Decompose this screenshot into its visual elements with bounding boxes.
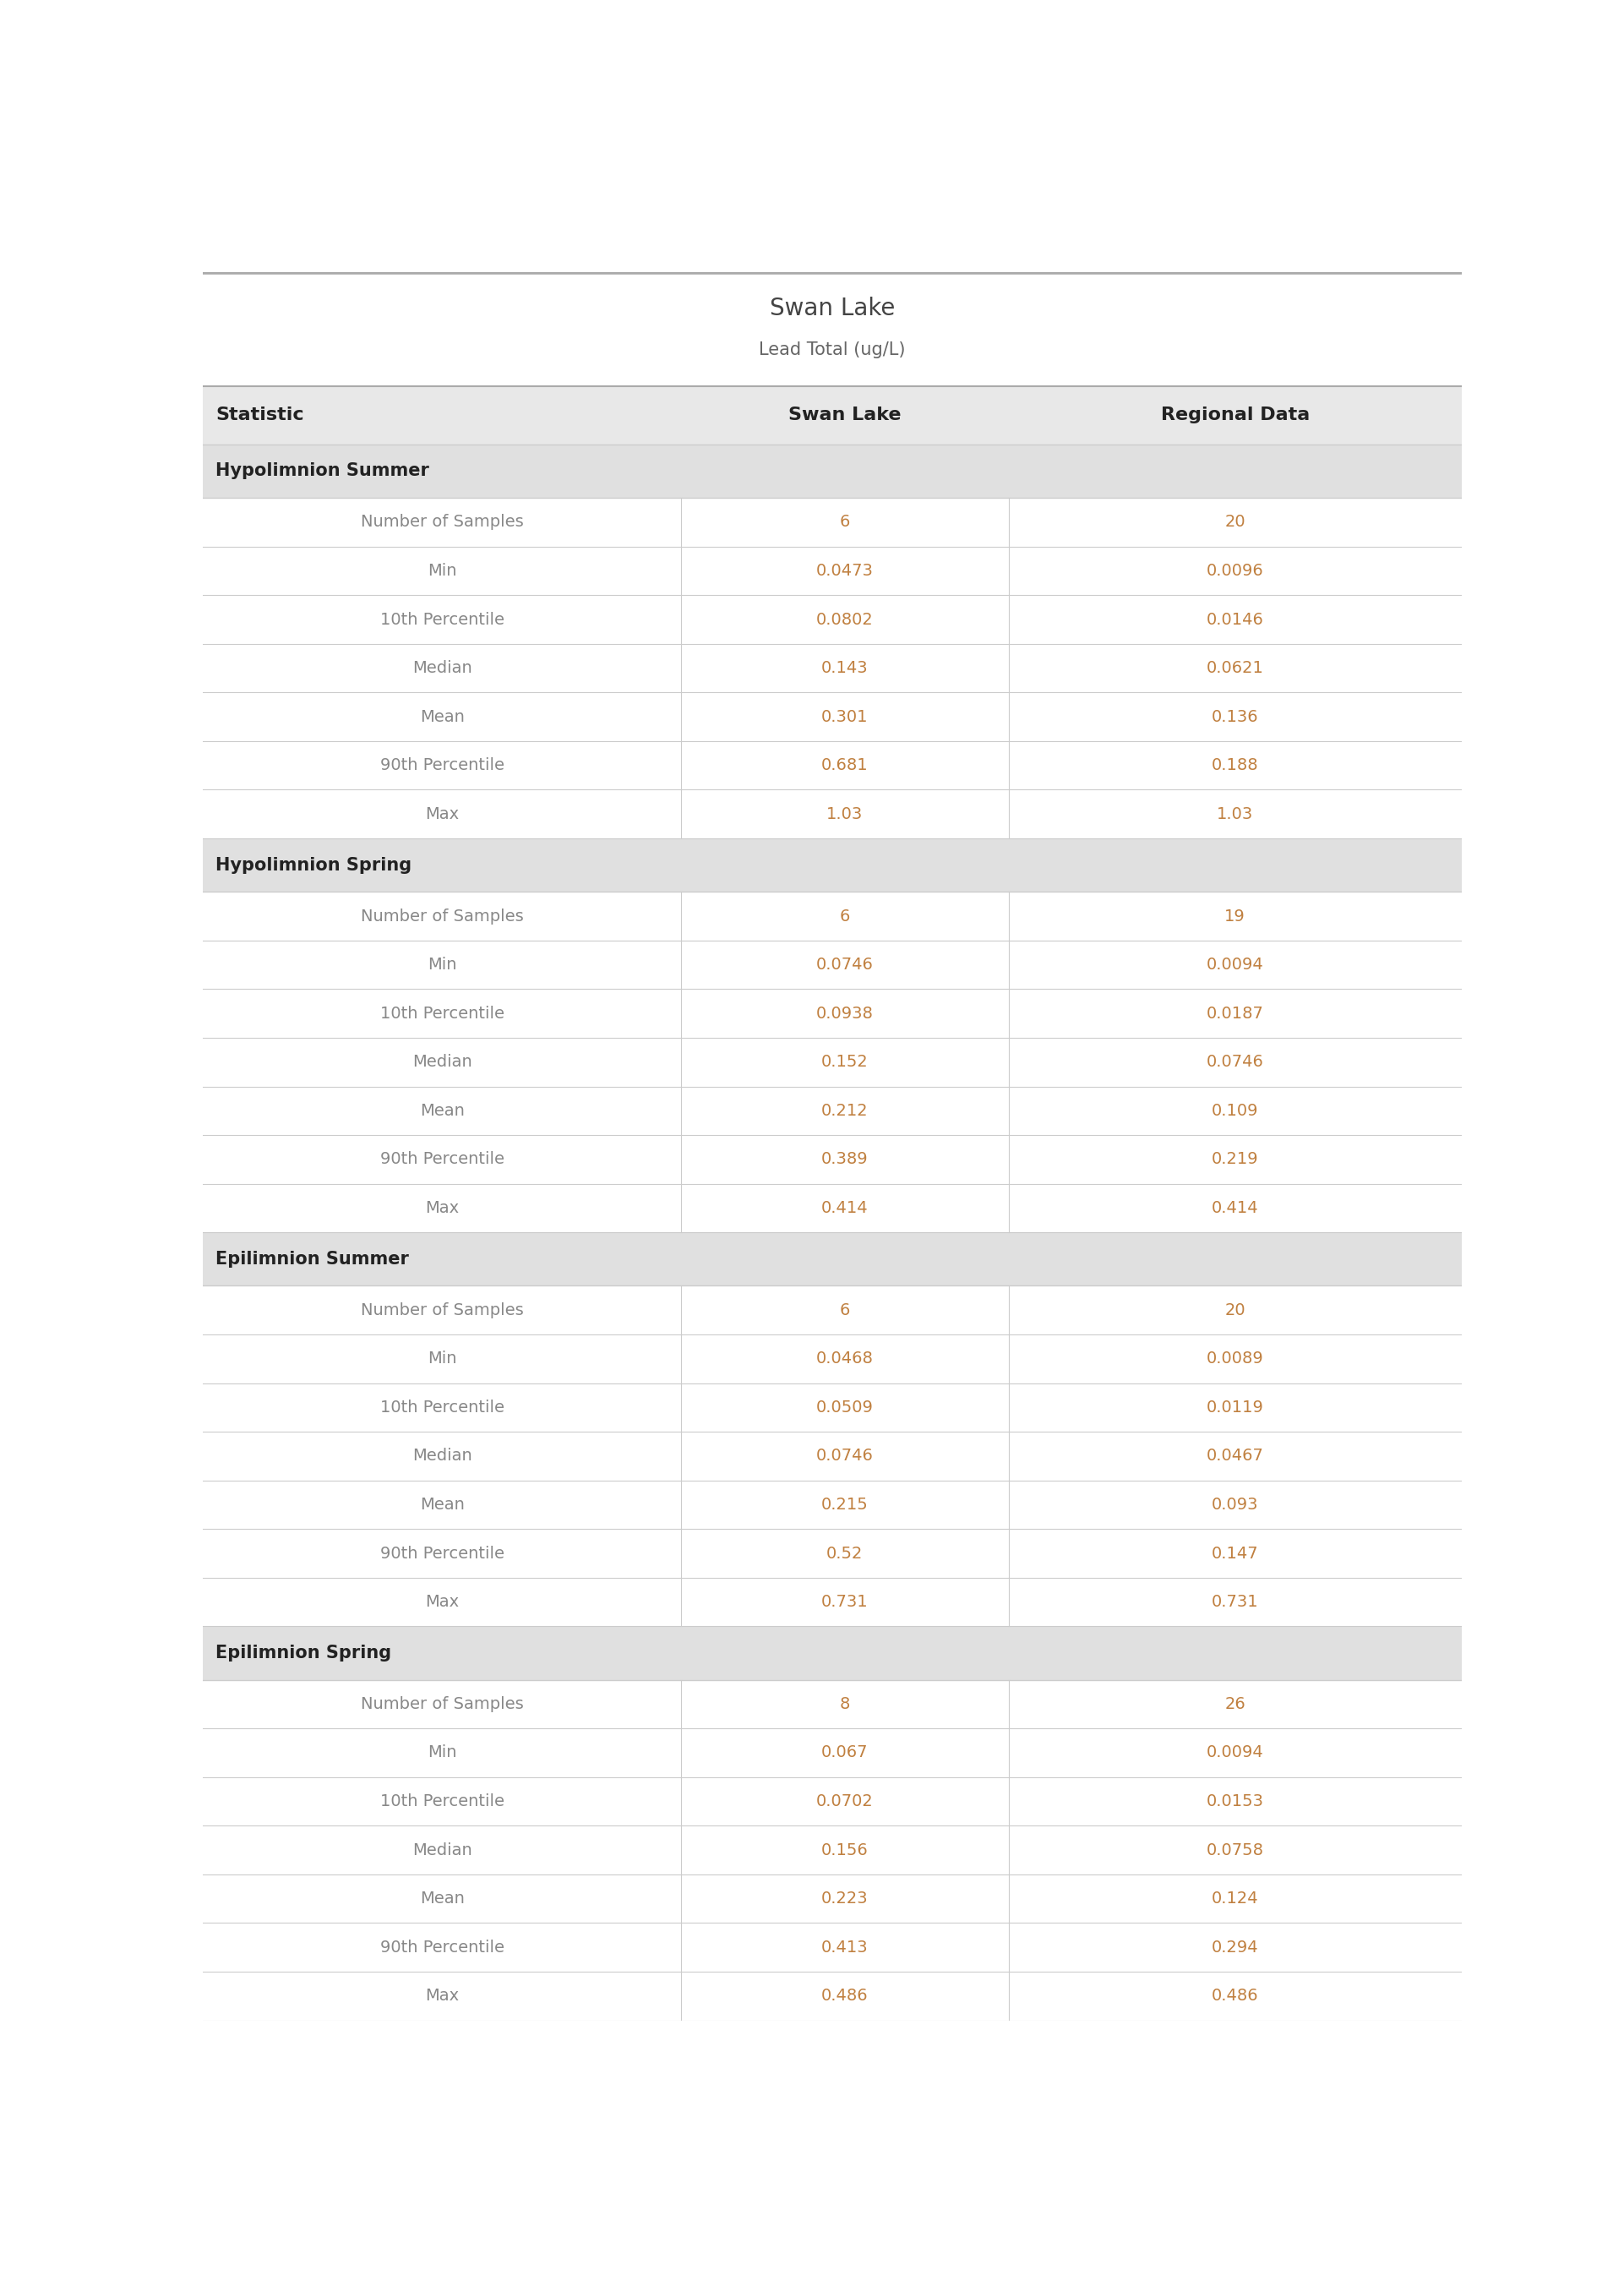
- Text: 10th Percentile: 10th Percentile: [380, 611, 503, 627]
- Text: Median: Median: [412, 1841, 473, 1859]
- Text: 0.0094: 0.0094: [1207, 956, 1263, 974]
- Text: 20: 20: [1224, 515, 1246, 531]
- Text: 0.0621: 0.0621: [1207, 661, 1263, 676]
- Text: 0.0089: 0.0089: [1207, 1351, 1263, 1367]
- Text: Regional Data: Regional Data: [1161, 406, 1309, 424]
- Text: Epilimnion Summer: Epilimnion Summer: [216, 1251, 409, 1267]
- Text: 0.486: 0.486: [1212, 1989, 1259, 2004]
- Text: 0.0746: 0.0746: [1207, 1053, 1263, 1069]
- Text: 0.143: 0.143: [822, 661, 869, 676]
- Text: 0.0473: 0.0473: [817, 563, 874, 579]
- Text: 10th Percentile: 10th Percentile: [380, 1398, 503, 1416]
- Text: 6: 6: [840, 1303, 849, 1319]
- Text: Min: Min: [427, 1746, 456, 1762]
- Text: 0.0702: 0.0702: [817, 1793, 874, 1809]
- Bar: [203, 1625, 1462, 1680]
- Text: 0.124: 0.124: [1212, 1891, 1259, 1907]
- Text: 0.0119: 0.0119: [1207, 1398, 1263, 1416]
- Text: 10th Percentile: 10th Percentile: [380, 1006, 503, 1021]
- Text: Number of Samples: Number of Samples: [361, 1303, 523, 1319]
- Text: Max: Max: [425, 1989, 460, 2004]
- Text: 0.52: 0.52: [827, 1546, 864, 1562]
- Text: 90th Percentile: 90th Percentile: [380, 1546, 503, 1562]
- Text: 0.681: 0.681: [822, 758, 869, 774]
- Text: 0.486: 0.486: [822, 1989, 869, 2004]
- Text: Number of Samples: Number of Samples: [361, 908, 523, 924]
- Text: 0.731: 0.731: [822, 1594, 869, 1609]
- Bar: [203, 445, 1462, 497]
- Text: 90th Percentile: 90th Percentile: [380, 1151, 503, 1167]
- Text: 0.067: 0.067: [822, 1746, 869, 1762]
- Text: Number of Samples: Number of Samples: [361, 515, 523, 531]
- Text: 0.731: 0.731: [1212, 1594, 1259, 1609]
- Text: 0.0468: 0.0468: [817, 1351, 874, 1367]
- Text: Hypolimnion Summer: Hypolimnion Summer: [216, 463, 429, 479]
- Text: Mean: Mean: [419, 1496, 464, 1512]
- Text: 0.294: 0.294: [1212, 1939, 1259, 1954]
- Text: Swan Lake: Swan Lake: [789, 406, 901, 424]
- Text: 1.03: 1.03: [1216, 806, 1254, 822]
- Text: 10th Percentile: 10th Percentile: [380, 1793, 503, 1809]
- Text: 0.0509: 0.0509: [817, 1398, 874, 1416]
- Text: 90th Percentile: 90th Percentile: [380, 1939, 503, 1954]
- Text: 0.223: 0.223: [822, 1891, 869, 1907]
- Text: 0.0467: 0.0467: [1207, 1448, 1263, 1464]
- Text: 0.215: 0.215: [822, 1496, 869, 1512]
- Text: 0.0746: 0.0746: [817, 1448, 874, 1464]
- Text: 0.219: 0.219: [1212, 1151, 1259, 1167]
- Text: Mean: Mean: [419, 708, 464, 724]
- Text: 0.188: 0.188: [1212, 758, 1259, 774]
- Text: 0.109: 0.109: [1212, 1103, 1259, 1119]
- Text: 1.03: 1.03: [827, 806, 864, 822]
- Text: Hypolimnion Spring: Hypolimnion Spring: [216, 856, 412, 874]
- Text: 6: 6: [840, 908, 849, 924]
- Text: 90th Percentile: 90th Percentile: [380, 758, 503, 774]
- Text: Statistic: Statistic: [216, 406, 304, 424]
- Bar: [203, 386, 1462, 445]
- Text: 0.301: 0.301: [822, 708, 869, 724]
- Text: Number of Samples: Number of Samples: [361, 1696, 523, 1712]
- Text: 19: 19: [1224, 908, 1246, 924]
- Bar: [203, 838, 1462, 892]
- Text: 0.0802: 0.0802: [817, 611, 874, 627]
- Text: 0.413: 0.413: [822, 1939, 869, 1954]
- Text: 0.414: 0.414: [822, 1201, 869, 1217]
- Text: 0.0146: 0.0146: [1207, 611, 1263, 627]
- Text: Median: Median: [412, 1448, 473, 1464]
- Text: 0.0938: 0.0938: [817, 1006, 874, 1021]
- Text: 0.0758: 0.0758: [1207, 1841, 1263, 1859]
- Text: Epilimnion Spring: Epilimnion Spring: [216, 1646, 391, 1662]
- Text: Median: Median: [412, 661, 473, 676]
- Text: 0.0746: 0.0746: [817, 956, 874, 974]
- Text: 0.414: 0.414: [1212, 1201, 1259, 1217]
- Text: Lead Total (ug/L): Lead Total (ug/L): [758, 340, 906, 359]
- Text: 0.0094: 0.0094: [1207, 1746, 1263, 1762]
- Text: 6: 6: [840, 515, 849, 531]
- Text: 0.152: 0.152: [822, 1053, 869, 1069]
- Bar: [203, 1233, 1462, 1285]
- Text: 0.389: 0.389: [822, 1151, 869, 1167]
- Text: Min: Min: [427, 563, 456, 579]
- Text: Mean: Mean: [419, 1891, 464, 1907]
- Text: 0.212: 0.212: [822, 1103, 869, 1119]
- Text: 0.156: 0.156: [822, 1841, 869, 1859]
- Text: 20: 20: [1224, 1303, 1246, 1319]
- Text: Mean: Mean: [419, 1103, 464, 1119]
- Text: 0.0096: 0.0096: [1207, 563, 1263, 579]
- Text: 0.0153: 0.0153: [1207, 1793, 1263, 1809]
- Text: 26: 26: [1224, 1696, 1246, 1712]
- Text: 0.0187: 0.0187: [1207, 1006, 1263, 1021]
- Text: Min: Min: [427, 1351, 456, 1367]
- Text: Min: Min: [427, 956, 456, 974]
- Text: Median: Median: [412, 1053, 473, 1069]
- Text: 8: 8: [840, 1696, 849, 1712]
- Text: Max: Max: [425, 1594, 460, 1609]
- Text: Swan Lake: Swan Lake: [770, 297, 895, 320]
- Text: 0.093: 0.093: [1212, 1496, 1259, 1512]
- Text: Max: Max: [425, 1201, 460, 1217]
- Text: 0.147: 0.147: [1212, 1546, 1259, 1562]
- Text: 0.136: 0.136: [1212, 708, 1259, 724]
- Text: Max: Max: [425, 806, 460, 822]
